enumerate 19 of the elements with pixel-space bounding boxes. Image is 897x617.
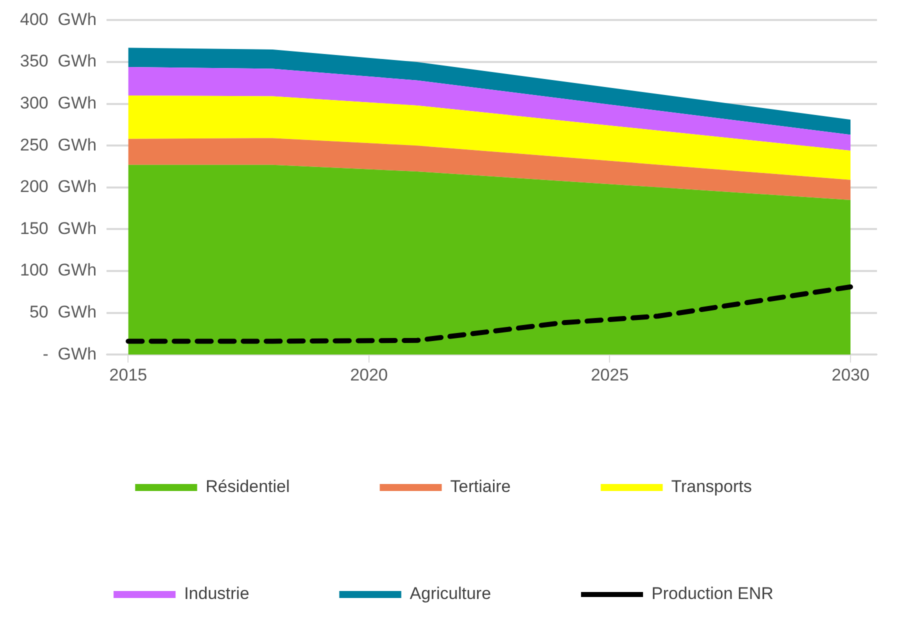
legend-label: Tertiaire: [450, 477, 511, 496]
y-tick-label: 400 GWh: [20, 10, 97, 29]
y-tick-label: 100 GWh: [20, 260, 97, 280]
y-tick-label: 150 GWh: [20, 218, 97, 238]
legend-label: Agriculture: [410, 584, 492, 604]
x-tick-label: 2020: [350, 365, 388, 384]
x-tick-label: 2015: [109, 365, 148, 384]
legend-label: Production ENR: [652, 584, 774, 604]
y-tick-label: - GWh: [42, 344, 97, 364]
y-tick-label: 200 GWh: [20, 177, 97, 196]
y-tick-label: 350 GWh: [20, 52, 97, 71]
y-tick-label: 250 GWh: [20, 135, 97, 154]
x-tick-label: 2030: [832, 365, 870, 384]
legend-label: Industrie: [184, 584, 250, 604]
y-tick-label: 300 GWh: [20, 93, 97, 112]
legend-label: Transports: [671, 477, 752, 496]
x-tick-label: 2025: [590, 365, 629, 384]
legend-label: Résidentiel: [206, 477, 290, 496]
y-tick-label: 50 GWh: [29, 302, 97, 322]
